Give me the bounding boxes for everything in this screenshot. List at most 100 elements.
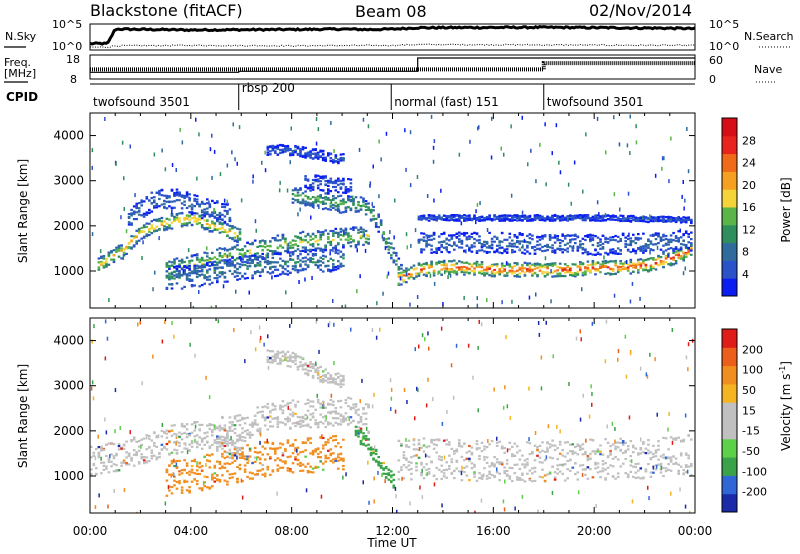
velocity-cell [266, 406, 270, 409]
power-cell [314, 254, 317, 257]
velocity-cell [183, 468, 186, 471]
power-cell [679, 246, 683, 249]
power-cell [485, 242, 489, 245]
power-cell [498, 247, 501, 250]
power-scatter-cell [237, 235, 239, 240]
power-cell [102, 261, 106, 264]
power-scatter-cell [384, 246, 387, 251]
power-cell [652, 249, 655, 252]
velocity-cell [241, 447, 244, 450]
power-cell [228, 264, 232, 267]
velocity-cell [286, 467, 290, 470]
power-cell [604, 272, 607, 275]
power-cell [533, 262, 537, 265]
power-cell [332, 246, 335, 249]
power-cell [576, 270, 580, 273]
power-cell [523, 267, 527, 270]
power-cell [538, 269, 542, 272]
velocity-cell [291, 471, 295, 474]
power-cell [279, 264, 282, 267]
power-cell [594, 216, 597, 219]
velocity-cell [314, 369, 317, 372]
velocity-cell [316, 372, 320, 375]
power-cell [629, 258, 633, 261]
velocity-cell [208, 454, 212, 457]
power-cell [342, 211, 345, 214]
velocity-cell [321, 422, 325, 425]
power-cell [299, 151, 302, 154]
power-cell [531, 246, 534, 249]
power-scatter-cell [363, 232, 365, 237]
power-cell [329, 190, 333, 193]
power-cell [558, 266, 562, 269]
power-cell [594, 273, 597, 276]
power-scatter-cell [604, 212, 607, 217]
power-cell [505, 248, 509, 251]
power-cell [677, 254, 680, 257]
power-cell [460, 261, 464, 264]
velocity-cell [228, 438, 232, 441]
power-cell [536, 240, 539, 243]
velocity-cell [175, 466, 179, 470]
power-cell [203, 219, 206, 222]
velocity-cell [274, 448, 277, 451]
velocity-cell [173, 448, 176, 451]
power-cell [120, 247, 123, 250]
velocity-cell [362, 423, 365, 426]
velocity-cell [327, 441, 330, 444]
power-cell [609, 272, 612, 275]
power-cell [465, 214, 469, 217]
power-cell [193, 194, 196, 197]
power-cell [148, 230, 151, 233]
power-cell [659, 236, 663, 239]
power-cell [170, 261, 174, 264]
velocity-cell [387, 472, 391, 475]
power-cell [364, 205, 368, 208]
power-cell [470, 250, 474, 253]
power-cell [576, 273, 580, 276]
velocity-cell [299, 464, 302, 467]
power-scatter-cell [141, 256, 143, 260]
power-cell [296, 269, 300, 272]
power-cell [291, 258, 295, 261]
power-cell [137, 230, 141, 233]
power-cell [483, 216, 486, 220]
power-cell [145, 222, 149, 225]
velocity-cell [357, 421, 360, 424]
power-cell [296, 188, 300, 192]
power-cell [160, 220, 164, 223]
velocity-cell [248, 434, 252, 437]
power-cell [304, 263, 307, 266]
velocity-cell [115, 464, 118, 467]
power-scatter-cell [544, 122, 546, 127]
power-cell [256, 252, 259, 255]
velocity-cell [190, 459, 194, 463]
power-cell [455, 266, 459, 269]
velocity-cell [342, 438, 345, 441]
power-cell [327, 179, 330, 182]
power-cell [626, 268, 630, 271]
velocity-cell [228, 442, 232, 445]
power-cell [538, 238, 542, 241]
power-scatter-cell [521, 210, 524, 215]
power-cell [271, 265, 275, 268]
power-cell [150, 220, 154, 223]
power-cell [465, 269, 469, 272]
power-cell [619, 252, 622, 255]
power-scatter-cell [596, 200, 599, 205]
power-cell [299, 147, 302, 151]
velocity-cell [412, 454, 416, 458]
velocity-cell [269, 358, 272, 361]
velocity-cell [304, 413, 307, 417]
power-cell [505, 274, 509, 277]
velocity-cell [339, 383, 343, 386]
velocity-cell [180, 489, 184, 492]
power-cell [218, 261, 222, 264]
power-cell [672, 256, 675, 259]
power-cell [538, 264, 542, 268]
power-scatter-cell [264, 150, 266, 155]
power-cell [669, 238, 673, 241]
velocity-cell [316, 453, 320, 456]
power-cell [137, 202, 141, 205]
power-cell [569, 273, 572, 277]
